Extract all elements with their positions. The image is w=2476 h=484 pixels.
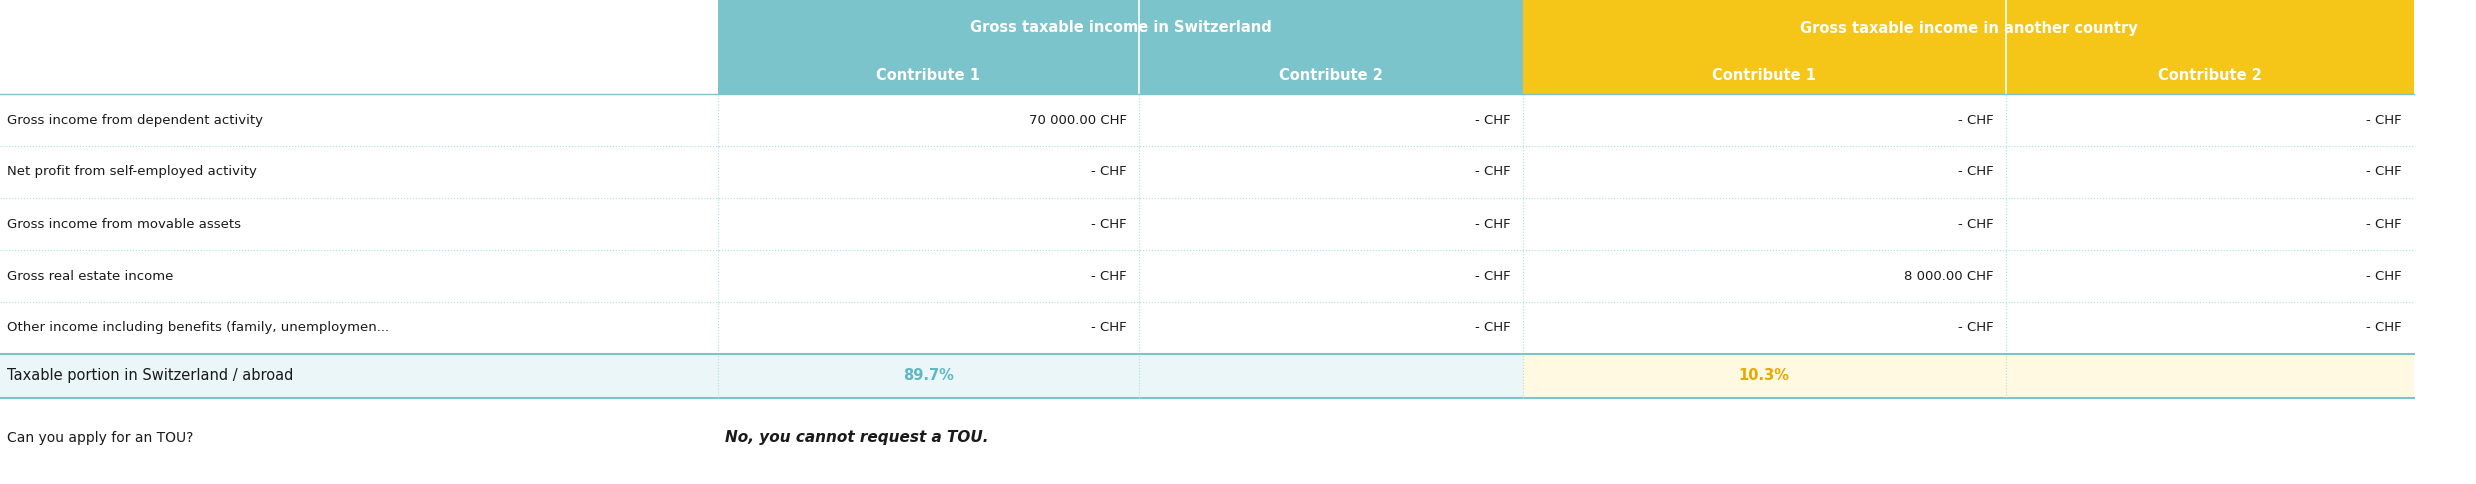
Text: Gross income from dependent activity: Gross income from dependent activity bbox=[7, 114, 262, 126]
FancyBboxPatch shape bbox=[718, 0, 1523, 56]
FancyBboxPatch shape bbox=[718, 56, 1523, 94]
Text: Gross real estate income: Gross real estate income bbox=[7, 270, 173, 283]
Text: - CHF: - CHF bbox=[2367, 321, 2402, 334]
Text: - CHF: - CHF bbox=[2367, 114, 2402, 126]
Text: Contribute 1: Contribute 1 bbox=[877, 67, 980, 82]
Text: - CHF: - CHF bbox=[1476, 166, 1510, 179]
Text: Gross taxable income in another country: Gross taxable income in another country bbox=[1800, 20, 2137, 35]
Text: - CHF: - CHF bbox=[1476, 114, 1510, 126]
Text: Can you apply for an TOU?: Can you apply for an TOU? bbox=[7, 431, 193, 445]
Text: Other income including benefits (family, unemploymen...: Other income including benefits (family,… bbox=[7, 321, 389, 334]
Text: Gross taxable income in Switzerland: Gross taxable income in Switzerland bbox=[971, 20, 1270, 35]
Text: 89.7%: 89.7% bbox=[904, 368, 953, 383]
Text: - CHF: - CHF bbox=[1476, 321, 1510, 334]
Text: - CHF: - CHF bbox=[1092, 217, 1127, 230]
Text: - CHF: - CHF bbox=[1959, 217, 1993, 230]
Text: 10.3%: 10.3% bbox=[1738, 368, 1790, 383]
Text: Contribute 1: Contribute 1 bbox=[1711, 67, 1817, 82]
FancyBboxPatch shape bbox=[1523, 56, 2414, 94]
Text: - CHF: - CHF bbox=[2367, 166, 2402, 179]
Text: - CHF: - CHF bbox=[1959, 166, 1993, 179]
Text: 8 000.00 CHF: 8 000.00 CHF bbox=[1904, 270, 1993, 283]
Text: - CHF: - CHF bbox=[1476, 217, 1510, 230]
FancyBboxPatch shape bbox=[1523, 0, 2414, 56]
Text: Gross income from movable assets: Gross income from movable assets bbox=[7, 217, 243, 230]
Text: - CHF: - CHF bbox=[2367, 270, 2402, 283]
Text: - CHF: - CHF bbox=[2367, 217, 2402, 230]
Text: Contribute 2: Contribute 2 bbox=[2159, 67, 2261, 82]
FancyBboxPatch shape bbox=[0, 354, 1523, 398]
Text: - CHF: - CHF bbox=[1092, 270, 1127, 283]
Text: 70 000.00 CHF: 70 000.00 CHF bbox=[1028, 114, 1127, 126]
Text: Contribute 2: Contribute 2 bbox=[1280, 67, 1382, 82]
Text: - CHF: - CHF bbox=[1959, 114, 1993, 126]
Text: - CHF: - CHF bbox=[1476, 270, 1510, 283]
Text: - CHF: - CHF bbox=[1959, 321, 1993, 334]
FancyBboxPatch shape bbox=[1523, 354, 2414, 398]
Text: - CHF: - CHF bbox=[1092, 321, 1127, 334]
Text: No, you cannot request a TOU.: No, you cannot request a TOU. bbox=[725, 430, 988, 445]
Text: Net profit from self-employed activity: Net profit from self-employed activity bbox=[7, 166, 258, 179]
Text: - CHF: - CHF bbox=[1092, 166, 1127, 179]
Text: Taxable portion in Switzerland / abroad: Taxable portion in Switzerland / abroad bbox=[7, 368, 295, 383]
